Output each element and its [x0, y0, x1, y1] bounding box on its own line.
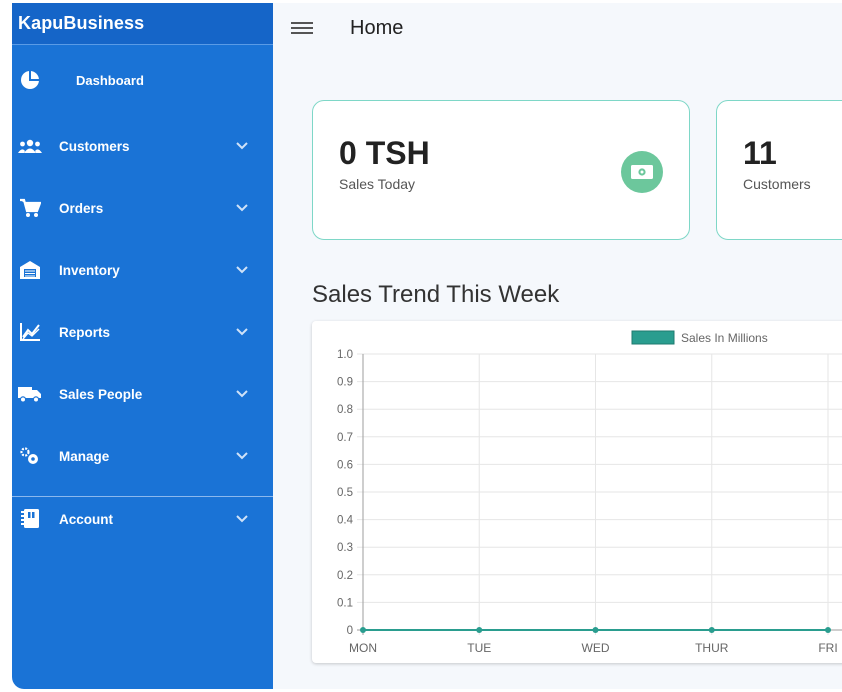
- y-tick-label: 0: [347, 625, 353, 637]
- sidebar-item-dashboard[interactable]: Dashboard: [12, 60, 273, 100]
- chevron-down-icon[interactable]: [234, 449, 250, 463]
- sidebar-item-label: Orders: [59, 200, 104, 216]
- sidebar-item-customers[interactable]: Customers: [12, 126, 273, 166]
- y-tick-label: 0.1: [337, 597, 353, 609]
- trend-chart-icon: [18, 322, 42, 342]
- y-tick-label: 0.5: [337, 487, 353, 499]
- data-point: [592, 627, 599, 633]
- chevron-down-icon[interactable]: [234, 325, 250, 339]
- sidebar-item-label: Manage: [59, 448, 110, 464]
- sales-trend-chart: 0 0.1 0.2 0.3 0.4 0.5 0.6 0.7 0.8 0.9 1.0 MON TUE WED…: [312, 321, 842, 663]
- sidebar-item-inventory[interactable]: Inventory: [12, 250, 273, 290]
- y-tick-label: 0.6: [337, 459, 353, 471]
- data-point: [708, 627, 715, 633]
- sales-today-value: 0 TSH: [339, 135, 430, 171]
- sidebar: KapuBusiness Dashboard Customers Orders: [12, 3, 273, 689]
- brand-title: KapuBusiness: [12, 3, 273, 45]
- data-point: [476, 627, 483, 633]
- x-tick-label: FRI: [818, 641, 837, 655]
- x-tick-label: TUE: [467, 641, 491, 655]
- people-icon: [18, 136, 42, 156]
- truck-icon: [18, 384, 42, 404]
- menu-icon[interactable]: [291, 19, 313, 37]
- chevron-down-icon[interactable]: [234, 263, 250, 277]
- x-tick-label: MON: [349, 641, 377, 655]
- x-tick-label: WED: [582, 641, 610, 655]
- sidebar-item-sales-people[interactable]: Sales People: [12, 374, 273, 414]
- x-tick-label: THUR: [695, 641, 729, 655]
- top-bar: Home: [273, 3, 842, 57]
- customers-label: Customers: [743, 176, 811, 192]
- data-point: [825, 627, 831, 633]
- sidebar-item-account[interactable]: Account: [12, 499, 273, 539]
- sidebar-item-reports[interactable]: Reports: [12, 312, 273, 352]
- contacts-book-icon: [18, 509, 42, 529]
- sidebar-item-label: Sales People: [59, 386, 143, 402]
- sales-today-label: Sales Today: [339, 176, 416, 192]
- gears-icon: [18, 446, 42, 466]
- y-tick-label: 0.2: [337, 570, 353, 582]
- sidebar-item-label: Customers: [59, 138, 130, 154]
- y-tick-label: 0.9: [337, 377, 353, 389]
- money-icon[interactable]: [621, 151, 663, 193]
- sidebar-item-manage[interactable]: Manage: [12, 436, 273, 476]
- pie-chart-icon: [18, 70, 42, 90]
- y-tick-label: 1.0: [337, 349, 353, 361]
- y-tick-label: 0.8: [337, 404, 353, 416]
- warehouse-icon: [18, 260, 42, 280]
- chevron-down-icon[interactable]: [234, 387, 250, 401]
- sidebar-item-orders[interactable]: Orders: [12, 188, 273, 228]
- sidebar-item-label: Dashboard: [76, 72, 144, 88]
- section-title: Sales Trend This Week: [312, 281, 560, 308]
- customers-card: 11 Customers: [716, 100, 842, 240]
- sales-today-card: 0 TSH Sales Today: [312, 100, 690, 240]
- legend-label: Sales In Millions: [681, 331, 768, 345]
- main-content: Home 0 TSH Sales Today 11 Customers Sale…: [273, 3, 842, 689]
- y-tick-label: 0.7: [337, 432, 353, 444]
- chevron-down-icon[interactable]: [234, 139, 250, 153]
- sidebar-divider: [12, 496, 273, 497]
- y-tick-label: 0.3: [337, 542, 353, 554]
- sidebar-item-label: Inventory: [59, 262, 120, 278]
- data-point: [360, 627, 366, 633]
- chart-svg: 0 0.1 0.2 0.3 0.4 0.5 0.6 0.7 0.8 0.9 1.0 MON TUE WED…: [337, 330, 842, 655]
- app-frame: KapuBusiness Dashboard Customers Orders: [12, 3, 842, 689]
- legend-swatch: [631, 330, 675, 345]
- customers-value: 11: [743, 135, 777, 171]
- sidebar-item-label: Reports: [59, 324, 111, 340]
- sidebar-item-label: Account: [59, 511, 113, 527]
- y-tick-label: 0.4: [337, 515, 354, 527]
- page-title: Home: [350, 17, 404, 39]
- chevron-down-icon[interactable]: [234, 201, 250, 215]
- chevron-down-icon[interactable]: [234, 512, 250, 526]
- cart-icon: [18, 198, 42, 218]
